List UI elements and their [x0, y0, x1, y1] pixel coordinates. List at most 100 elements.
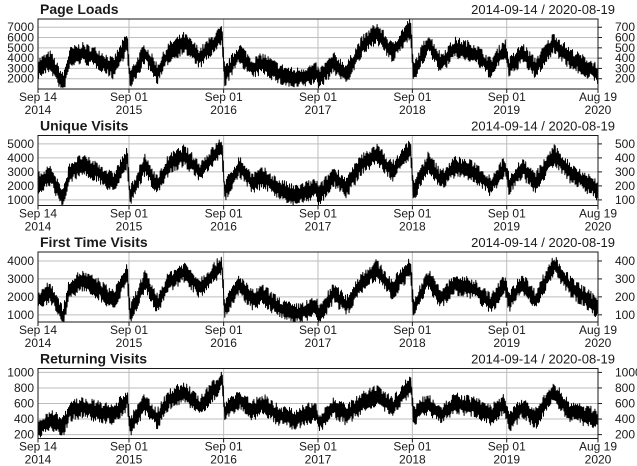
- y-tick-label-left: 2000: [7, 179, 34, 193]
- x-tick-year: 2018: [399, 336, 426, 350]
- date-range-label: 2014-09-14 / 2020-08-19: [471, 2, 615, 17]
- y-tick-label-right: 600: [615, 31, 635, 45]
- y-tick-label-left: 3000: [7, 272, 34, 286]
- y-tick-label-right: 500: [615, 137, 635, 151]
- x-tick-label: Sep 01: [110, 323, 148, 337]
- x-tick-year: 2018: [399, 453, 426, 466]
- y-tick-label-left: 4000: [7, 151, 34, 165]
- y-tick-label-left: 7000: [7, 20, 34, 34]
- x-tick-year: 2015: [116, 453, 143, 466]
- y-tick-label-right: 800: [615, 381, 635, 395]
- y-tick-label-left: 2000: [7, 72, 34, 86]
- x-tick-label: Sep 01: [299, 207, 337, 221]
- x-tick-label: Sep 01: [488, 323, 526, 337]
- x-tick-label: Sep 14: [19, 323, 57, 337]
- x-tick-year: 2017: [305, 336, 332, 350]
- chart-panel: 20020040040060060080080010001000Sep 1420…: [7, 351, 637, 466]
- x-tick-label: Sep 01: [488, 440, 526, 454]
- x-tick-label: Sep 01: [205, 323, 243, 337]
- x-tick-year: 2016: [210, 103, 237, 117]
- x-tick-year: 2017: [305, 103, 332, 117]
- x-tick-year: 2016: [210, 220, 237, 234]
- x-tick-year: 2018: [399, 220, 426, 234]
- y-tick-label-right: 300: [615, 272, 635, 286]
- y-tick-label-left: 400: [14, 412, 34, 426]
- date-range-label: 2014-09-14 / 2020-08-19: [471, 119, 615, 134]
- x-tick-year: 2015: [116, 220, 143, 234]
- x-tick-year: 2016: [210, 336, 237, 350]
- chart-panel: 2000 200 3000 300 4000 400 5000 500 6000 600 7000 7…: [7, 1, 635, 117]
- x-tick-year: 2019: [493, 453, 520, 466]
- chart-title: Page Loads: [40, 1, 119, 17]
- y-tick-label-right: 500: [615, 41, 635, 55]
- x-tick-year: 2020: [585, 453, 612, 466]
- y-tick-label-right: 200: [615, 428, 635, 442]
- x-tick-year: 2014: [25, 220, 52, 234]
- x-tick-label: Sep 01: [110, 440, 148, 454]
- y-tick-label-right: 200: [615, 290, 635, 304]
- x-tick-label: Aug 19: [579, 90, 617, 104]
- chart-panel: 1000 100 2000 200 3000 300 4000 400 5000 500 Sep 1…: [7, 118, 635, 234]
- y-tick-label-right: 100: [615, 308, 635, 322]
- y-tick-label-left: 200: [14, 428, 34, 442]
- x-tick-label: Sep 01: [393, 90, 431, 104]
- series-line: [37, 256, 599, 323]
- y-tick-label-right: 400: [615, 151, 635, 165]
- x-tick-year: 2019: [493, 103, 520, 117]
- series-line: [37, 19, 599, 89]
- x-tick-label: Sep 01: [393, 207, 431, 221]
- y-tick-label-right: 300: [615, 165, 635, 179]
- x-tick-label: Aug 19: [579, 207, 617, 221]
- y-tick-label-left: 1000: [7, 193, 34, 207]
- y-tick-label-right: 600: [615, 397, 635, 411]
- x-tick-label: Sep 14: [19, 207, 57, 221]
- y-tick-label-right: 700: [615, 20, 635, 34]
- x-tick-label: Sep 01: [110, 90, 148, 104]
- y-tick-label-right: 1000: [615, 365, 637, 379]
- y-tick-label-left: 600: [14, 397, 34, 411]
- x-tick-year: 2020: [585, 336, 612, 350]
- x-tick-label: Sep 01: [205, 90, 243, 104]
- y-tick-label-left: 6000: [7, 31, 34, 45]
- x-tick-label: Sep 01: [205, 207, 243, 221]
- y-tick-label-left: 3000: [7, 165, 34, 179]
- x-tick-year: 2019: [493, 220, 520, 234]
- x-tick-year: 2019: [493, 336, 520, 350]
- x-tick-year: 2014: [25, 103, 52, 117]
- date-range-label: 2014-09-14 / 2020-08-19: [471, 352, 615, 367]
- x-tick-label: Aug 19: [579, 440, 617, 454]
- x-tick-year: 2017: [305, 220, 332, 234]
- y-tick-label-left: 4000: [7, 254, 34, 268]
- x-tick-year: 2018: [399, 103, 426, 117]
- x-tick-year: 2014: [25, 453, 52, 466]
- x-tick-label: Sep 01: [488, 207, 526, 221]
- y-tick-label-left: 1000: [7, 365, 34, 379]
- x-tick-year: 2017: [305, 453, 332, 466]
- series-line: [37, 139, 599, 206]
- x-tick-label: Sep 14: [19, 90, 57, 104]
- x-tick-label: Sep 01: [205, 440, 243, 454]
- series-line: [37, 371, 599, 438]
- chart-title: First Time Visits: [40, 234, 148, 250]
- y-tick-label-left: 800: [14, 381, 34, 395]
- x-tick-label: Sep 01: [488, 90, 526, 104]
- x-tick-label: Sep 14: [19, 440, 57, 454]
- x-tick-label: Sep 01: [110, 207, 148, 221]
- y-tick-label-left: 4000: [7, 51, 34, 65]
- y-tick-label-left: 1000: [7, 308, 34, 322]
- y-tick-label-right: 400: [615, 412, 635, 426]
- y-tick-label-right: 200: [615, 179, 635, 193]
- x-tick-label: Sep 01: [299, 323, 337, 337]
- y-tick-label-right: 200: [615, 72, 635, 86]
- y-tick-label-left: 5000: [7, 137, 34, 151]
- x-tick-year: 2014: [25, 336, 52, 350]
- x-tick-year: 2015: [116, 336, 143, 350]
- y-tick-label-right: 400: [615, 254, 635, 268]
- x-tick-year: 2015: [116, 103, 143, 117]
- y-tick-label-left: 5000: [7, 41, 34, 55]
- y-tick-label-right: 400: [615, 51, 635, 65]
- chart-title: Returning Visits: [40, 351, 147, 367]
- chart-title: Unique Visits: [40, 118, 129, 134]
